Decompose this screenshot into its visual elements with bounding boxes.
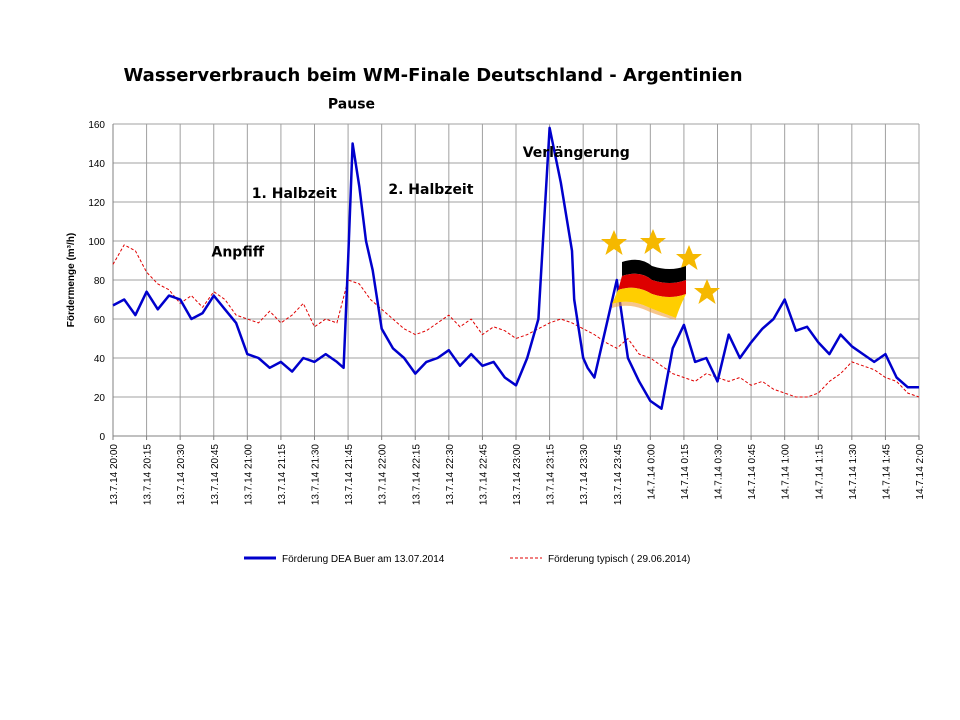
x-tick-label: 13.7.14 22:30	[445, 444, 456, 506]
x-tick-label: 14.7.14 0:15	[680, 444, 691, 500]
x-tick-label: 13.7.14 22:00	[378, 444, 389, 506]
annotation-label: 2. Halbzeit	[388, 182, 473, 198]
x-tick-label: 14.7.14 0:30	[714, 444, 725, 500]
x-tick-label: 13.7.14 21:30	[311, 444, 322, 506]
x-tick-label: 13.7.14 23:15	[546, 444, 557, 506]
x-tick-label: 13.7.14 23:00	[512, 444, 523, 506]
annotation-label: Verlängerung	[523, 145, 630, 161]
star-icon	[640, 229, 666, 254]
y-tick-label: 80	[94, 276, 106, 287]
y-tick-label: 0	[99, 432, 105, 443]
x-tick-label: 14.7.14 0:45	[747, 444, 758, 500]
legend-label-typisch: Förderung typisch ( 29.06.2014)	[548, 554, 690, 565]
legend: Förderung DEA Buer am 13.07.2014 Förderu…	[244, 554, 690, 565]
y-axis-label: Fördermenge (m³/h)	[66, 233, 77, 327]
x-tick-label: 14.7.14 1:00	[781, 444, 792, 500]
x-tick-labels: 13.7.14 20:00 13.7.14 20:15 13.7.14 20:30 1…	[109, 444, 926, 506]
star-icon	[694, 279, 720, 304]
annotations: Anpfiff 1. Halbzeit Pause 2. Halbzeit Verlän…	[212, 96, 630, 260]
y-tick-label: 120	[88, 198, 105, 209]
y-tick-label: 20	[94, 393, 106, 404]
annotation-label: Anpfiff	[212, 245, 265, 261]
x-tick-label: 14.7.14 2:00	[915, 444, 926, 500]
legend-label-dea: Förderung DEA Buer am 13.07.2014	[282, 554, 445, 565]
stars-decoration	[601, 229, 720, 304]
star-icon	[676, 245, 702, 270]
x-tick-label: 13.7.14 20:45	[210, 444, 221, 506]
star-icon	[601, 230, 627, 255]
x-tick-label: 14.7.14 1:30	[848, 444, 859, 500]
x-tick-label: 13.7.14 20:30	[176, 444, 187, 506]
x-tick-label: 13.7.14 23:30	[579, 444, 590, 506]
grid	[112, 123, 920, 440]
german-flag-icon	[612, 259, 686, 320]
x-tick-label: 13.7.14 21:00	[243, 444, 254, 506]
series-line-0	[112, 126, 919, 410]
x-tick-label: 14.7.14 1:45	[881, 444, 892, 500]
y-tick-label: 160	[88, 120, 105, 131]
x-tick-label: 13.7.14 22:15	[411, 444, 422, 506]
x-tick-label: 13.7.14 22:45	[478, 444, 489, 506]
chart-title: Wasserverbrauch beim WM-Finale Deutschla…	[123, 65, 742, 86]
x-tick-label: 14.7.14 1:15	[814, 444, 825, 500]
x-tick-label: 13.7.14 21:15	[277, 444, 288, 506]
y-tick-label: 100	[88, 237, 105, 248]
series-lines	[112, 126, 920, 410]
y-tick-label: 60	[94, 315, 106, 326]
axes	[112, 124, 919, 437]
x-tick-label: 13.7.14 20:00	[109, 444, 120, 506]
y-tick-labels: 0 20 40 60 80 100 120 140 160	[88, 120, 105, 443]
y-tick-label: 40	[94, 354, 106, 365]
annotation-label: Pause	[328, 96, 375, 112]
y-tick-label: 140	[88, 159, 105, 170]
x-tick-label: 13.7.14 20:15	[143, 444, 154, 506]
annotation-label: 1. Halbzeit	[252, 186, 337, 202]
x-tick-label: 13.7.14 21:45	[344, 444, 355, 506]
x-tick-label: 14.7.14 0:00	[646, 444, 657, 500]
x-tick-label: 13.7.14 23:45	[613, 444, 624, 506]
